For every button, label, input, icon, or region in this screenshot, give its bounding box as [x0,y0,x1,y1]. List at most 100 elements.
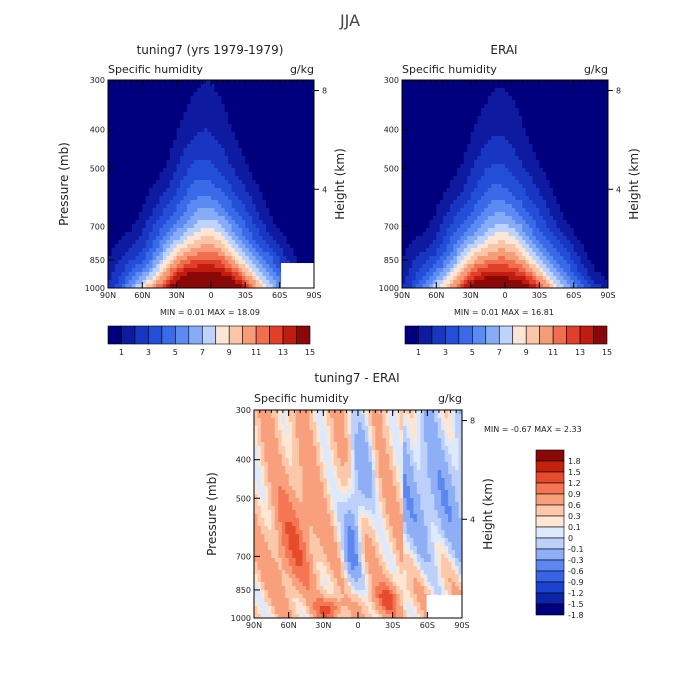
contour-cell [501,116,506,121]
contour-cell [125,144,130,149]
contour-cell [156,148,160,153]
contour-cell [252,108,257,113]
contour-cell [283,128,288,133]
contour-cell [159,148,164,153]
contour-cell [276,144,281,149]
contour-cell [224,228,229,233]
contour-cell [132,192,136,197]
contour-cell [159,216,164,221]
contour-cell [245,220,250,225]
contour-cell [248,276,253,281]
contour-cell [515,160,520,165]
contour-cell [415,192,420,197]
contour-cell [300,156,305,161]
contour-cell [570,108,575,113]
contour-cell [108,104,112,109]
contour-cell [132,228,136,233]
contour-cell [286,180,291,185]
contour-cell [190,112,195,117]
contour-cell [259,236,263,241]
contour-cell [310,240,315,245]
contour-cell [197,160,202,165]
contour-cell [477,160,482,165]
contour-cell [296,96,301,101]
contour-cell [190,84,195,89]
contour-cell [563,160,568,165]
contour-cell [570,120,575,125]
contour-cell [259,104,263,109]
contour-cell [138,284,143,289]
contour-cell [193,188,198,193]
contour-cell [269,204,274,209]
contour-cell [415,120,420,125]
contour-cell [515,120,520,125]
contour-cell [422,116,427,121]
contour-cell [604,172,609,177]
contour-cell [159,248,164,253]
contour-cell [450,112,454,117]
panel-units: g/kg [290,63,314,76]
contour-cell [135,200,140,205]
contour-cell [135,92,140,97]
contour-cell [162,172,167,177]
contour-cell [539,180,544,185]
contour-cell [498,180,503,185]
contour-cell [429,96,434,101]
contour-cell [245,156,250,161]
contour-cell [303,176,308,181]
contour-cell [108,284,112,289]
contour-cell [108,212,112,217]
contour-cell [498,156,503,161]
contour-cell [180,124,185,129]
contour-cell [494,176,499,181]
contour-cell [460,112,465,117]
contour-cell [145,172,150,177]
contour-cell [604,88,609,93]
contour-cell [125,176,130,181]
contour-cell [135,116,140,121]
contour-cell [108,256,112,261]
contour-cell [245,80,250,85]
contour-cell [128,276,133,281]
contour-cell [587,108,592,113]
contour-cell [121,272,126,277]
contour-cell [211,176,215,181]
contour-cell [224,284,229,289]
contour-cell [408,188,413,193]
contour-cell [111,172,116,177]
contour-cell [310,192,315,197]
contour-cell [211,172,215,177]
contour-cell [307,244,312,249]
contour-cell [152,236,157,241]
contour-cell [446,180,451,185]
contour-cell [474,176,479,181]
contour-cell [463,168,468,173]
contour-cell [118,144,123,149]
contour-cell [580,116,585,121]
contour-cell [443,80,448,85]
contour-cell [272,172,277,177]
contour-cell [176,256,181,261]
contour-cell [169,160,174,165]
contour-cell [415,156,420,161]
contour-cell [241,120,246,125]
contour-cell [283,240,288,245]
contour-cell [193,136,198,141]
contour-cell [532,188,537,193]
contour-cell [604,180,609,185]
contour-cell [138,108,143,113]
contour-cell [553,144,557,149]
contour-cell [419,144,424,149]
contour-cell [487,148,492,153]
contour-cell [439,108,444,113]
contour-cell [183,284,188,289]
contour-cell [511,148,516,153]
contour-cell [573,100,578,105]
contour-cell [432,136,437,141]
contour-cell [152,172,157,177]
contour-cell [169,232,174,237]
contour-cell [408,96,413,101]
contour-cell [590,92,595,97]
contour-cell [111,236,116,241]
contour-cell [197,228,202,233]
